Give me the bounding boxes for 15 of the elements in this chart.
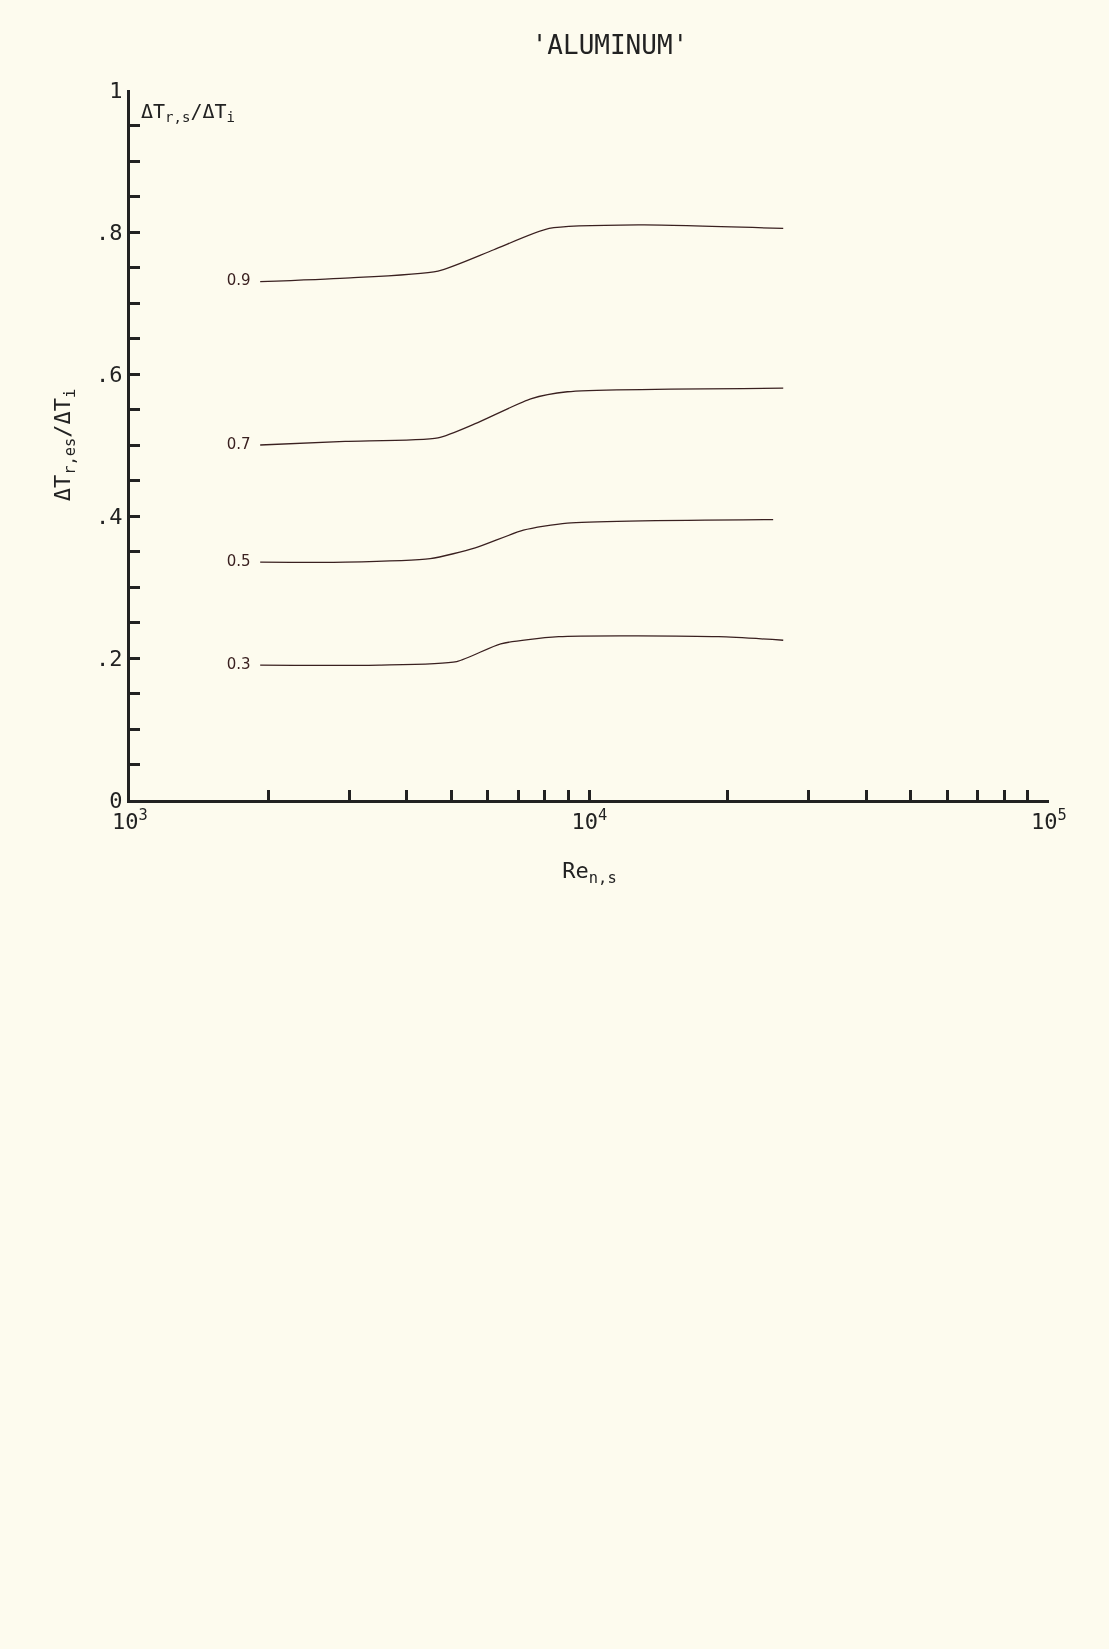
x-axis-title: Re$_{n,s}$	[562, 858, 617, 887]
y-tick-label: 0	[109, 787, 123, 813]
x-tick-label: 10$^{4}$	[571, 806, 608, 835]
y-tick-label: .6	[96, 361, 123, 387]
series-label: 0.7	[226, 434, 261, 453]
y-tick-label: 1	[109, 77, 123, 103]
legend-title: ΔT$_{r,s}$/ΔT$_{i}$	[141, 99, 235, 126]
series-label: 0.9	[226, 271, 261, 290]
x-tick-label: 10$^{5}$	[1031, 806, 1067, 835]
chart-title: 'ALUMINUM'	[531, 30, 689, 61]
series-label: 0.3	[226, 654, 261, 673]
y-tick-label: .8	[96, 219, 123, 245]
y-tick-label: .2	[96, 645, 123, 671]
y-tick-label: .4	[96, 503, 123, 529]
series-label: 0.5	[226, 551, 261, 570]
